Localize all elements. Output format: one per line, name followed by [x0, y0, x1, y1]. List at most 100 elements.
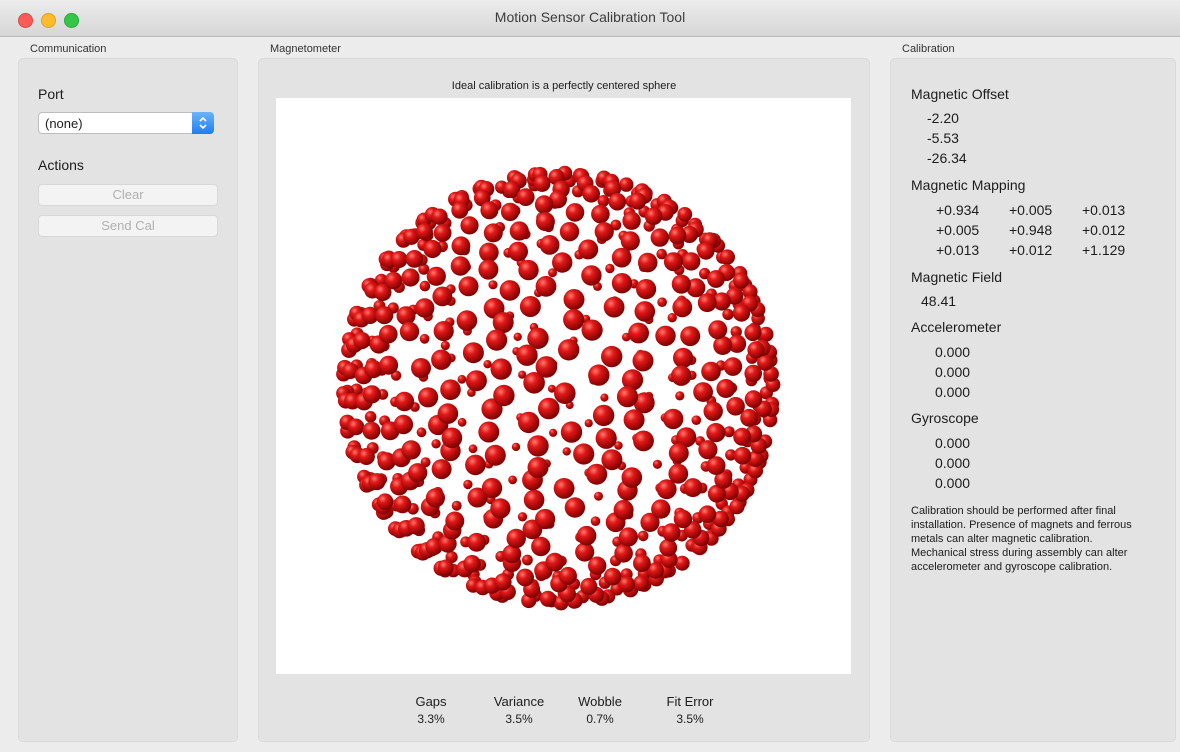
data-point: [621, 467, 643, 488]
title-bar: Motion Sensor Calibration Tool: [0, 0, 1180, 37]
data-point: [451, 201, 469, 219]
data-point: [364, 411, 377, 423]
wobble-label: Wobble: [578, 694, 622, 709]
data-point: [591, 204, 610, 224]
data-point: [457, 374, 467, 384]
data-point: [647, 562, 664, 579]
wobble-value: 0.7%: [586, 712, 614, 726]
data-point: [490, 498, 511, 519]
data-point: [581, 265, 602, 286]
data-point: [757, 354, 774, 371]
port-dropdown-button[interactable]: [192, 112, 214, 134]
data-point: [484, 444, 506, 466]
data-point: [562, 447, 571, 456]
data-point: [425, 538, 443, 556]
data-point: [586, 463, 608, 485]
data-point: [693, 382, 713, 402]
data-point: [614, 441, 623, 450]
variance-stat: Variance 3.5%: [484, 694, 554, 726]
mapping-cell: +0.005: [936, 222, 980, 238]
data-point: [362, 421, 381, 440]
data-point: [697, 242, 715, 260]
variance-label: Variance: [493, 694, 545, 709]
data-point: [590, 516, 601, 526]
data-point: [650, 228, 669, 247]
data-point: [563, 289, 585, 310]
data-point: [729, 499, 745, 515]
data-point: [644, 207, 663, 226]
port-select[interactable]: (none): [38, 112, 214, 134]
data-point: [706, 456, 726, 475]
data-point: [667, 313, 677, 323]
data-point: [674, 555, 690, 571]
data-point: [703, 401, 723, 421]
data-point: [549, 190, 567, 209]
data-point: [614, 544, 633, 563]
chevron-up-down-icon: [199, 116, 207, 130]
fit-error-stat: Fit Error 3.5%: [654, 694, 726, 726]
port-label: Port: [38, 86, 64, 102]
data-point: [408, 463, 428, 483]
data-point: [527, 457, 549, 478]
offset-y-value: -5.53: [927, 130, 959, 146]
data-point: [535, 508, 556, 530]
data-point: [623, 409, 645, 431]
data-point: [390, 251, 408, 268]
data-point: [419, 280, 431, 292]
data-point: [671, 365, 692, 386]
data-point: [393, 495, 412, 514]
data-point: [418, 263, 430, 275]
data-point: [691, 415, 702, 426]
clear-button[interactable]: Clear: [38, 184, 218, 206]
send-cal-button[interactable]: Send Cal: [38, 215, 218, 237]
data-point: [516, 344, 538, 366]
port-select-value: (none): [45, 116, 83, 131]
mapping-cell: +0.934: [936, 202, 980, 218]
data-point: [747, 341, 765, 359]
data-point: [342, 362, 359, 379]
data-point: [437, 559, 454, 576]
data-point: [554, 382, 576, 405]
data-point: [603, 296, 625, 318]
data-point: [640, 512, 660, 532]
data-point: [513, 332, 522, 341]
zoom-window-icon[interactable]: [64, 13, 79, 28]
data-point: [500, 202, 520, 222]
data-point: [479, 242, 499, 263]
data-point: [682, 252, 701, 271]
data-point: [353, 332, 371, 350]
close-window-icon[interactable]: [18, 13, 33, 28]
data-point: [481, 477, 503, 499]
data-point: [758, 326, 774, 342]
data-point: [622, 211, 641, 230]
data-point: [426, 266, 446, 286]
data-point: [601, 449, 623, 471]
data-point: [680, 326, 701, 347]
data-point: [652, 459, 662, 469]
data-point: [535, 275, 557, 297]
data-point: [742, 284, 758, 300]
data-point: [611, 247, 632, 268]
data-point: [708, 320, 728, 340]
data-point: [733, 427, 752, 446]
data-point: [629, 192, 647, 210]
data-point: [420, 457, 431, 468]
data-point: [456, 310, 478, 331]
data-point: [628, 322, 649, 344]
magnetic-offset-label: Magnetic Offset: [911, 86, 1009, 102]
data-point: [663, 408, 684, 430]
data-point: [493, 384, 515, 407]
minimize-window-icon[interactable]: [41, 13, 56, 28]
gyro-z-value: 0.000: [935, 475, 971, 491]
data-point: [539, 235, 560, 255]
data-point: [584, 419, 593, 428]
data-point: [376, 493, 394, 511]
data-point: [419, 333, 430, 344]
data-point: [483, 360, 492, 369]
data-point: [509, 221, 529, 241]
data-point: [415, 298, 435, 318]
data-point: [441, 427, 463, 449]
data-point: [733, 446, 752, 465]
gaps-value: 3.3%: [417, 712, 445, 726]
data-point: [462, 342, 484, 364]
